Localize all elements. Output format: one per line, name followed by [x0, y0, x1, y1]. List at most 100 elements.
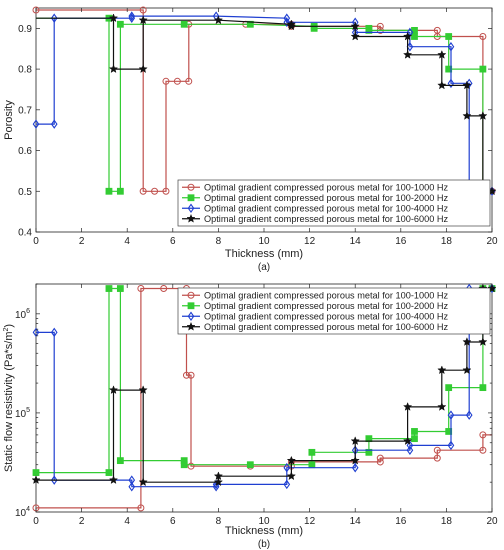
data-point-star [138, 15, 148, 25]
data-point-diamond [283, 479, 291, 490]
data-point-circle [433, 446, 441, 454]
data-point-square [116, 20, 124, 28]
data-point-square [105, 469, 113, 476]
data-point-diamond [283, 462, 291, 473]
y-tick-label: 0.7 [18, 105, 32, 116]
data-point-star [437, 80, 447, 90]
x-tick-label: 0 [33, 236, 39, 247]
legend-entry-label: Optimal gradient compressed porous metal… [204, 193, 449, 203]
data-point-circle [162, 77, 170, 85]
legend-a: Optimal gradient compressed porous metal… [177, 179, 491, 227]
legend-entry-label: Optimal gradient compressed porous metal… [204, 214, 449, 224]
x-tick-label: 18 [441, 516, 453, 527]
data-point-square [32, 469, 40, 476]
data-point-diamond [447, 410, 455, 420]
y-tick-label: 105 [15, 407, 30, 420]
legend-entry-label: Optimal gradient compressed porous metal… [204, 183, 449, 193]
y-tick-label: 106 [15, 308, 30, 321]
x-tick-label: 6 [170, 516, 176, 527]
data-point-circle [173, 77, 181, 85]
series-line [36, 17, 492, 192]
data-point-circle [479, 33, 487, 41]
y-axis-label-b: Static flow resistivity (Pa*s/m2) [3, 324, 15, 472]
chart-panel-b: 0 2 4 6 8 10 12 14 16 18 20 104 105 106 Static flow … [3, 283, 498, 550]
x-tick-label: 12 [304, 516, 316, 527]
data-point-circle [433, 454, 441, 462]
data-point-star [402, 31, 413, 41]
y-axis-label-b-sup: 2 [3, 327, 10, 331]
data-point-star [437, 365, 447, 375]
x-tick-label: 10 [258, 516, 270, 527]
data-point-square [411, 428, 418, 435]
legend-entry-label: Optimal gradient compressed porous metal… [204, 291, 449, 301]
data-point-star [402, 436, 413, 446]
data-point-circle [139, 6, 147, 14]
legend-entry-label: Optimal gradient compressed porous metal… [204, 312, 449, 322]
data-point-star [402, 402, 413, 411]
data-point-square [116, 187, 124, 195]
data-point-star [138, 385, 148, 395]
data-point-star [350, 21, 360, 31]
data-point-circle [479, 431, 487, 439]
data-point-star [402, 49, 413, 59]
x-axis-label-b: Thickness (mm) [225, 525, 303, 537]
y-axis-label-a: Porosity [3, 100, 15, 140]
data-point-star [138, 477, 148, 487]
x-tick-label: 4 [124, 236, 130, 247]
chart-panel-a: 0 2 4 6 8 10 12 14 16 18 20 0.4 0.5 0.6 0.7 0.8 0.9 Por… [3, 6, 498, 273]
y-tick-label: 0.9 [18, 24, 32, 35]
x-tick-label: 8 [216, 236, 222, 247]
x-tick-label: 14 [350, 516, 362, 527]
data-point-diamond [447, 440, 455, 451]
data-point-circle [182, 371, 190, 379]
series-line [36, 15, 492, 192]
data-point-square [308, 448, 316, 456]
data-point-diamond [447, 41, 455, 52]
data-point-square [308, 461, 316, 469]
data-point-circle [376, 454, 384, 462]
y-tick-label: 0.8 [18, 65, 32, 76]
data-point-star [186, 321, 196, 331]
data-point-star [186, 213, 196, 223]
data-point-square [445, 384, 453, 392]
legend-b: Optimal gradient compressed porous metal… [177, 287, 491, 335]
y-axis-label-b-text: Static flow resistivity (Pa*s/m [3, 331, 15, 472]
data-point-diamond [50, 119, 58, 129]
data-point-diamond [128, 475, 136, 485]
data-point-square [246, 461, 254, 469]
data-point-star [462, 337, 472, 346]
data-point-star [462, 80, 472, 90]
data-point-diamond [283, 13, 291, 23]
data-point-square [411, 435, 418, 443]
panel-label-a: (a) [258, 262, 270, 273]
data-point-star [108, 64, 119, 74]
data-point-star [478, 111, 488, 120]
data-point-star [478, 337, 488, 346]
data-point-diamond [50, 13, 58, 23]
data-point-square [365, 448, 373, 456]
legend-entry-label: Optimal gradient compressed porous metal… [204, 301, 449, 311]
y-tick-label: 0.5 [18, 187, 32, 198]
data-point-diamond [351, 462, 359, 473]
y-tick-label: 104 [15, 506, 30, 519]
x-tick-label: 2 [79, 236, 85, 247]
data-point-diamond [187, 203, 195, 214]
legend-entry-label: Optimal gradient compressed porous metal… [204, 322, 449, 332]
data-point-circle [137, 285, 145, 293]
data-point-circle [376, 458, 384, 466]
data-point-circle [187, 183, 195, 191]
legend-box [177, 287, 491, 335]
y-axis-label-b-close: ) [3, 324, 15, 328]
data-point-square [187, 194, 195, 202]
data-point-star [350, 31, 360, 41]
x-tick-label: 16 [395, 516, 407, 527]
data-point-square [246, 20, 254, 28]
data-point-square [411, 33, 418, 40]
data-point-star [138, 64, 148, 74]
data-point-circle [151, 187, 159, 195]
data-point-circle [376, 22, 384, 30]
data-point-square [365, 26, 373, 34]
data-point-diamond [465, 410, 473, 420]
x-tick-label: 18 [441, 236, 453, 247]
data-point-circle [137, 504, 145, 512]
